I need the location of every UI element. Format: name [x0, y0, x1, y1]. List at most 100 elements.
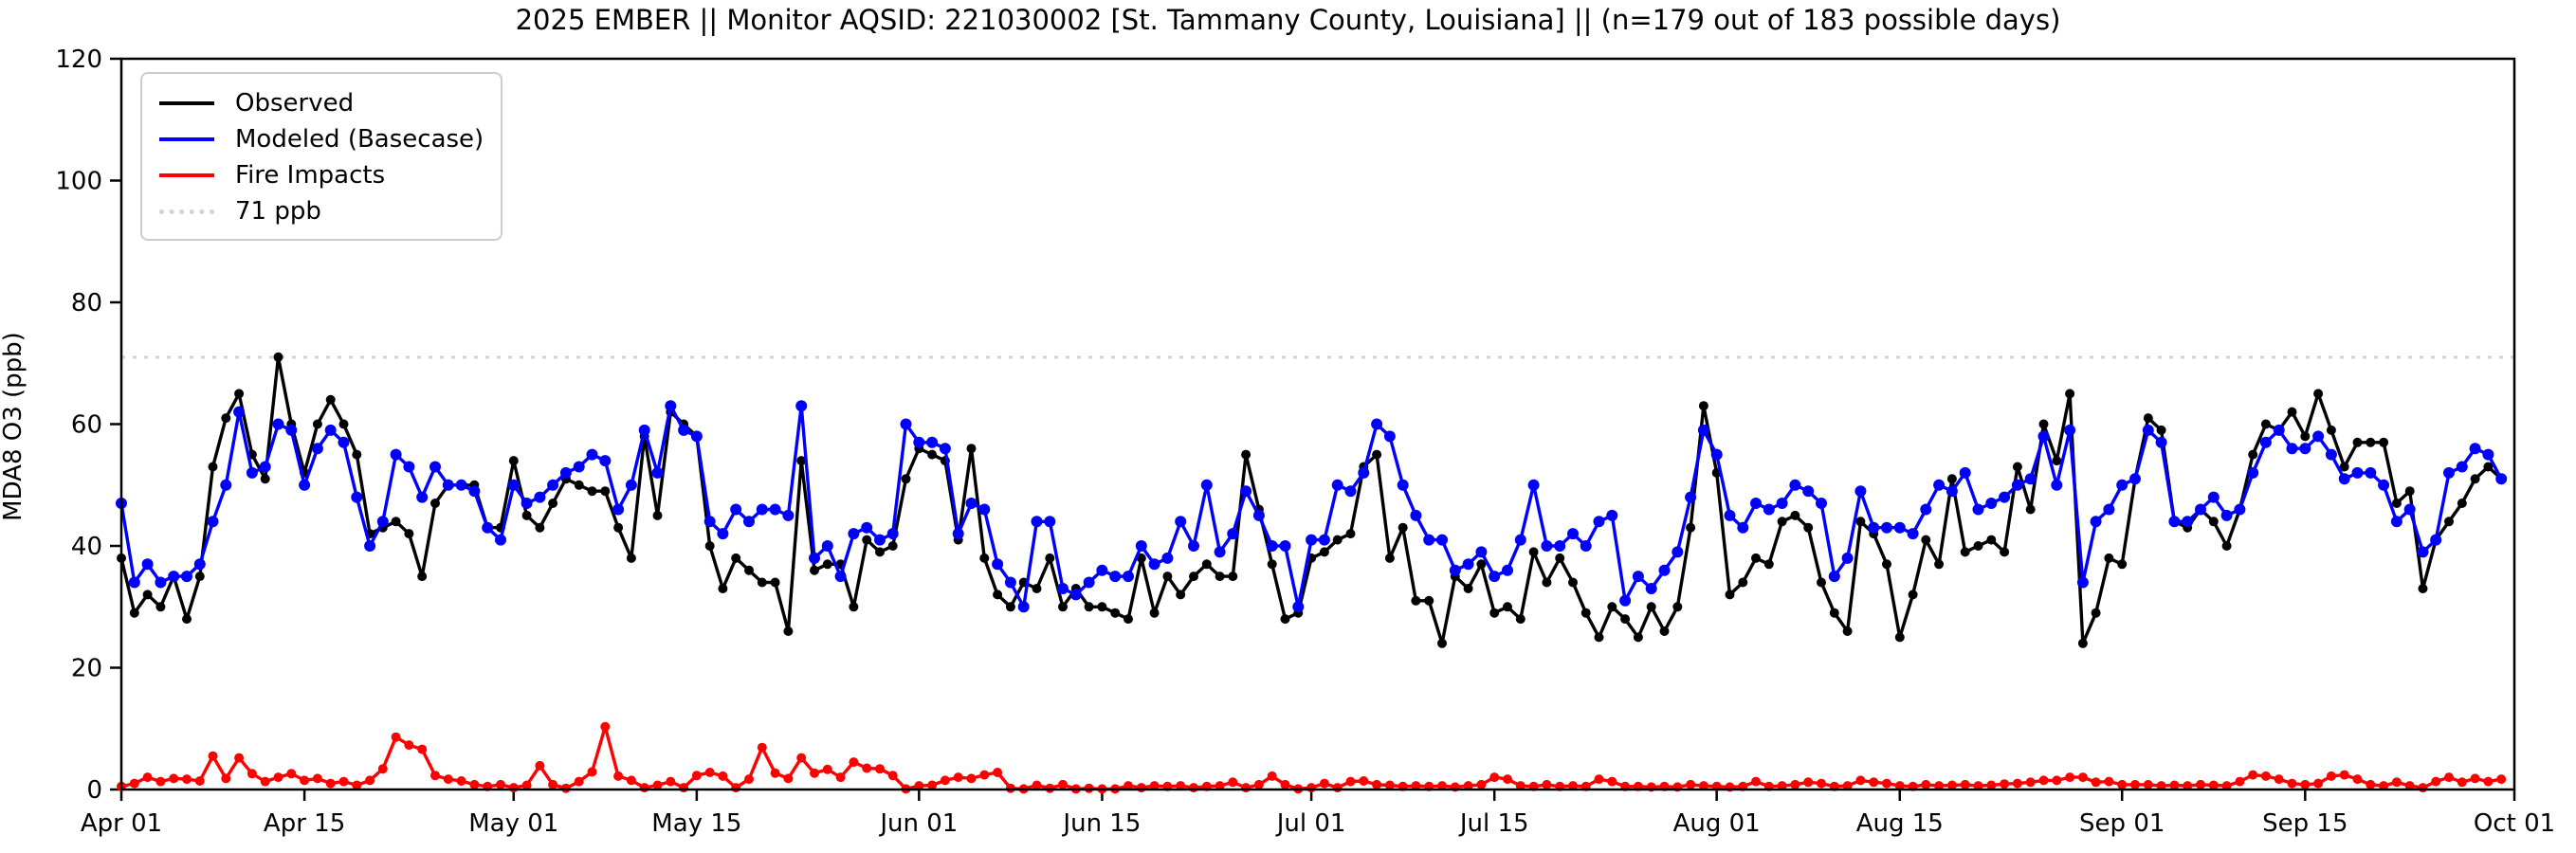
modeled-basecase-marker [2090, 516, 2102, 528]
modeled-basecase-marker [2417, 546, 2429, 558]
observed-marker [1960, 547, 1970, 557]
observed-marker [2391, 499, 2402, 508]
modeled-basecase-marker [913, 436, 925, 448]
fire-impacts-marker [2169, 780, 2180, 790]
observed-marker [626, 553, 636, 563]
fire-impacts-marker [417, 744, 428, 754]
modeled-basecase-marker [1658, 564, 1671, 576]
fire-impacts-marker [2104, 776, 2114, 787]
observed-marker [2248, 449, 2258, 460]
modeled-basecase-marker [599, 455, 612, 467]
modeled-basecase-marker [1240, 485, 1252, 498]
modeled-basecase-marker [2064, 424, 2076, 436]
modeled-basecase-marker [2011, 479, 2023, 491]
modeled-basecase-marker [364, 540, 376, 552]
modeled-basecase-marker [2220, 509, 2233, 521]
observed-marker [2287, 407, 2297, 417]
observed-marker [2300, 431, 2311, 442]
modeled-basecase-marker [455, 479, 467, 491]
fire-impacts-marker [822, 764, 832, 774]
fire-impacts-marker [1698, 781, 1708, 791]
fire-impacts-marker [2025, 777, 2036, 788]
observed-marker [2483, 462, 2494, 472]
observed-marker [1345, 529, 1356, 539]
observed-marker [652, 510, 663, 520]
modeled-basecase-marker [1920, 503, 1932, 516]
modeled-basecase-marker [1371, 418, 1383, 430]
observed-marker [1803, 522, 1814, 533]
modeled-basecase-marker [874, 534, 886, 546]
observed-marker [1045, 553, 1055, 563]
modeled-basecase-marker [324, 424, 337, 436]
fire-impacts-marker [142, 772, 153, 783]
fire-impacts-marker [456, 776, 466, 786]
observed-marker [404, 529, 414, 539]
fire-impacts-marker [1960, 779, 1970, 789]
modeled-basecase-marker [1933, 479, 1946, 491]
observed-marker [783, 626, 794, 636]
fire-impacts-marker [783, 773, 794, 784]
observed-marker [1817, 577, 1826, 588]
legend-box: Observed Modeled (Basecase) Fire Impacts 71… [140, 72, 502, 241]
fire-impacts-marker [1345, 776, 1356, 787]
modeled-basecase-marker [2286, 443, 2298, 455]
observed-marker [718, 584, 728, 593]
modeled-basecase-marker [1789, 479, 1801, 491]
fire-impacts-marker [1189, 783, 1198, 793]
observed-marker [1751, 553, 1761, 563]
modeled-basecase-marker [155, 576, 167, 589]
modeled-basecase-marker [141, 558, 154, 571]
modeled-basecase-marker [665, 400, 677, 412]
fire-impacts-marker [1306, 783, 1317, 793]
modeled-basecase-marker [390, 448, 402, 461]
observed-marker [1176, 590, 1186, 600]
observed-marker [1698, 401, 1708, 411]
modeled-basecase-marker [403, 461, 415, 473]
fire-impacts-marker [352, 780, 362, 790]
modeled-basecase-marker [926, 436, 939, 448]
modeled-basecase-marker [1214, 546, 1226, 558]
modeled-basecase-marker [2456, 461, 2468, 473]
observed-marker [1372, 449, 1382, 460]
fire-impacts-marker [691, 771, 702, 781]
fire-impacts-marker [1280, 779, 1290, 789]
y-tick-label: 20 [71, 655, 102, 683]
x-tick-label: Apr 15 [264, 809, 345, 838]
fire-impacts-marker [194, 776, 205, 786]
modeled-basecase-marker [756, 503, 768, 516]
fire-impacts-marker [2052, 775, 2062, 786]
fire-impacts-marker [2274, 774, 2284, 785]
fire-impacts-marker [365, 775, 375, 786]
fire-impacts-marker [2379, 781, 2389, 791]
observed-marker [2352, 437, 2363, 447]
fire-impacts-marker [430, 771, 440, 781]
modeled-basecase-marker [1619, 594, 1632, 607]
modeled-basecase-marker [2155, 436, 2167, 448]
observed-marker [1934, 559, 1945, 570]
modeled-basecase-marker [1710, 448, 1723, 461]
fire-impacts-marker [2352, 774, 2363, 785]
y-tick-label: 40 [71, 533, 102, 561]
y-tick-label: 100 [55, 168, 102, 196]
modeled-basecase-marker [703, 516, 716, 528]
fire-impacts-marker [2038, 775, 2049, 786]
modeled-basecase-marker [429, 461, 441, 473]
observed-marker [1882, 559, 1891, 570]
observed-marker [1763, 559, 1774, 570]
fire-impacts-marker [1607, 776, 1617, 787]
modeled-basecase-marker [2195, 503, 2206, 516]
modeled-basecase-marker [1828, 571, 1840, 583]
observed-marker [1580, 608, 1591, 618]
observed-marker [901, 474, 911, 484]
observed-marker [1973, 541, 1983, 551]
modeled-basecase-marker [2051, 479, 2063, 491]
observed-marker [1542, 577, 1552, 588]
modeled-basecase-marker [2024, 473, 2037, 485]
observed-marker [1672, 602, 1683, 612]
observed-marker [155, 602, 166, 612]
modeled-basecase-marker [272, 418, 284, 430]
observed-marker [1829, 608, 1839, 618]
x-tick-label: Apr 01 [81, 809, 162, 838]
fire-impacts-marker [652, 780, 663, 790]
modeled-basecase-marker [978, 503, 991, 516]
